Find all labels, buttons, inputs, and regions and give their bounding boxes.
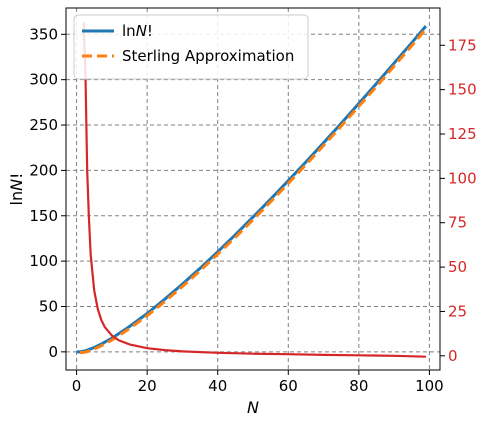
y-tick-label: 350 <box>29 25 58 43</box>
legend-label: Sterling Approximation <box>122 47 294 65</box>
y-axis-label: lnN! <box>7 173 26 206</box>
x-tick-label: 100 <box>415 377 444 395</box>
y-tick-label: 50 <box>39 297 58 315</box>
x-tick-label: 40 <box>208 377 227 395</box>
y2-tick-label: 75 <box>448 214 467 232</box>
legend-label: lnN! <box>122 22 153 40</box>
x-axis-label: N <box>247 398 259 417</box>
x-tick-label: 20 <box>138 377 157 395</box>
y2-tick-label: 150 <box>448 81 477 99</box>
axis-ticks: 0 20 40 60 80 1000501001502002503003500255075… <box>29 25 476 395</box>
y2-tick-label: 25 <box>448 302 467 320</box>
x-tick-label: 0 <box>72 377 82 395</box>
y2-tick-label: 100 <box>448 169 477 187</box>
y-tick-label: 100 <box>29 252 58 270</box>
y-tick-label: 250 <box>29 116 58 134</box>
y-tick-label: 300 <box>29 71 58 89</box>
y2-tick-label: 50 <box>448 258 467 276</box>
x-tick-label: 80 <box>349 377 368 395</box>
y2-tick-label: 125 <box>448 125 477 143</box>
y2-tick-label: 0 <box>448 347 458 365</box>
y-tick-label: 0 <box>48 343 58 361</box>
legend: lnN! Sterling Approximation <box>74 15 308 79</box>
x-tick-label: 60 <box>279 377 298 395</box>
y-tick-label: 200 <box>29 161 58 179</box>
y-tick-label: 150 <box>29 207 58 225</box>
y2-tick-label: 175 <box>448 36 477 54</box>
